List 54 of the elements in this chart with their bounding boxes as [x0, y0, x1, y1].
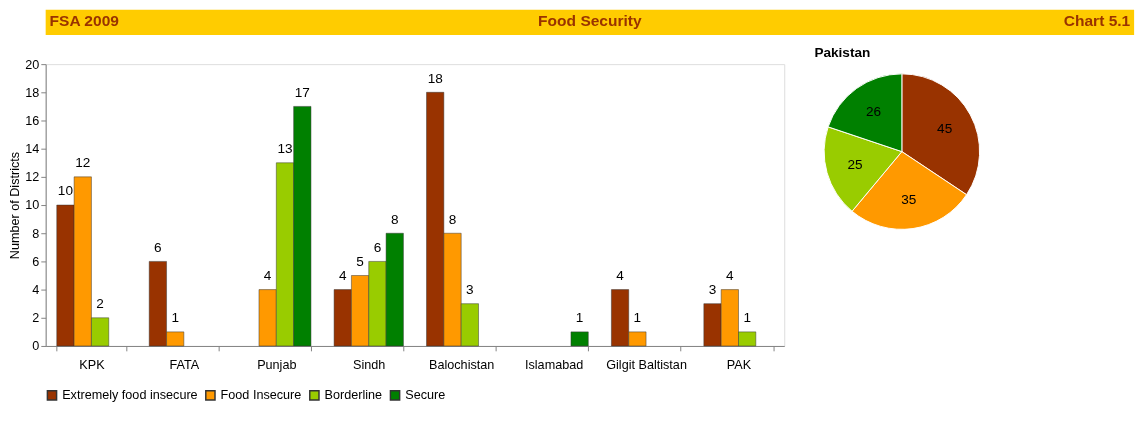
data-label: 1 — [171, 310, 179, 326]
legend-label: Extremely food insecure — [62, 388, 198, 403]
chart-title: Pakistan — [814, 45, 871, 61]
y-tick-label: 16 — [25, 113, 40, 128]
y-tick-label: 6 — [32, 254, 40, 269]
y-tick-label: 4 — [32, 282, 40, 297]
data-label: 12 — [75, 155, 91, 171]
legend-label: Borderline — [324, 388, 383, 403]
data-label: 4 — [616, 267, 625, 283]
bar — [570, 331, 589, 347]
y-tick-label: 12 — [25, 170, 40, 185]
data-label: 25 — [847, 156, 863, 172]
data-label: 4 — [263, 267, 272, 283]
caption: Chart 5.1 — [1063, 12, 1131, 30]
y-tick-label: 0 — [32, 339, 40, 354]
data-label: 4 — [726, 267, 735, 283]
x-tick-label: Sindh — [353, 357, 386, 372]
x-tick-label: PAK — [726, 357, 752, 372]
data-label: 45 — [937, 120, 953, 136]
x-tick-label: Gilgit Baltistan — [606, 357, 687, 372]
chart-title: Food Security — [538, 12, 643, 30]
data-label: 3 — [708, 281, 717, 297]
x-tick-label: FATA — [169, 357, 200, 372]
y-axis-title: Number of Districts — [7, 151, 22, 260]
data-label: 1 — [575, 310, 584, 326]
data-label: 35 — [901, 191, 917, 207]
data-label: 5 — [356, 253, 364, 269]
data-label: 10 — [57, 183, 74, 199]
data-label: 6 — [373, 239, 382, 255]
y-tick-label: 20 — [25, 57, 40, 72]
legend-label: Food Insecure — [220, 388, 302, 403]
data-label: 6 — [154, 239, 162, 255]
data-label: 8 — [448, 211, 457, 227]
data-label: 4 — [338, 267, 347, 283]
text: FSA 2009 — [49, 12, 120, 30]
y-tick-label: 8 — [32, 226, 40, 241]
data-label: 13 — [277, 141, 293, 157]
x-tick-label: Islamabad — [524, 357, 584, 372]
data-label: 3 — [466, 281, 474, 297]
legend-label: Secure — [405, 388, 446, 403]
data-label: 8 — [390, 211, 399, 227]
data-label: 18 — [427, 70, 443, 86]
data-label: 26 — [865, 104, 882, 120]
data-label: 1 — [633, 310, 642, 326]
x-tick-label: KPK — [79, 357, 106, 372]
y-tick-label: 10 — [25, 198, 40, 213]
y-tick-label: 2 — [32, 311, 40, 326]
data-label: 2 — [96, 296, 104, 312]
data-label: 1 — [743, 310, 751, 326]
x-tick-label: Punjab — [257, 357, 297, 372]
data-label: 17 — [294, 84, 310, 100]
y-tick-label: 14 — [25, 142, 40, 157]
y-tick-label: 18 — [25, 85, 40, 100]
x-tick-label: Balochistan — [429, 357, 495, 372]
